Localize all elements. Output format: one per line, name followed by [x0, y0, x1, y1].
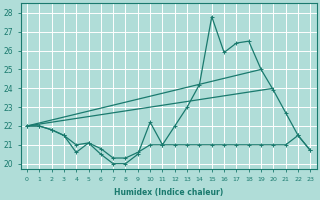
X-axis label: Humidex (Indice chaleur): Humidex (Indice chaleur) — [114, 188, 223, 197]
